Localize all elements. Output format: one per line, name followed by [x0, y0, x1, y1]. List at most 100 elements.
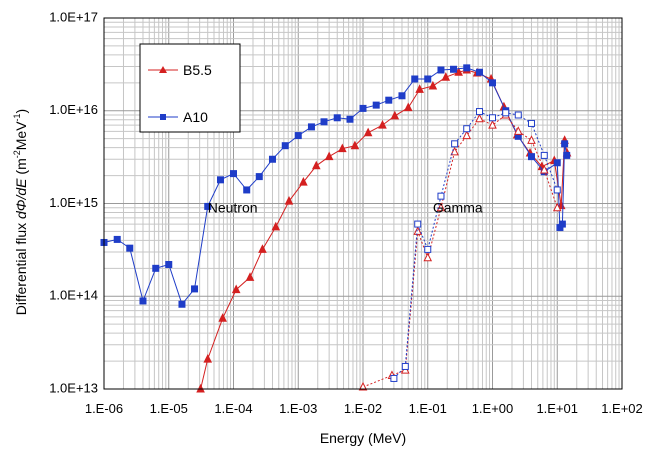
- plot-frame: [103, 17, 623, 390]
- data-point: [255, 173, 263, 181]
- data-point: [563, 151, 571, 159]
- data-point: [441, 72, 451, 81]
- data-point: [346, 115, 354, 123]
- data-point: [231, 284, 241, 294]
- data-point: [243, 186, 251, 194]
- data-point: [113, 235, 121, 243]
- data-point: [502, 109, 510, 117]
- data-point: [398, 92, 406, 100]
- data-point: [152, 264, 160, 272]
- x-tick-labels: 1.E-06 1.E-05 1.E-04 1.E-03 1.E-02 1.E-01 1.E+…: [85, 401, 643, 416]
- data-point: [359, 104, 367, 112]
- y-label-unit-close: ): [13, 109, 29, 114]
- data-point: [462, 130, 472, 140]
- data-point: [378, 119, 387, 129]
- y-tick-label: 1.0E+17: [49, 9, 98, 24]
- data-point: [527, 135, 536, 144]
- x-tick-label: 1.E+00: [472, 401, 514, 416]
- data-point: [561, 140, 569, 148]
- data-point: [191, 285, 199, 293]
- series-layer: [100, 64, 572, 393]
- x-tick-label: 1.E-06: [85, 401, 123, 416]
- data-point: [540, 151, 548, 159]
- data-point: [320, 118, 328, 126]
- data-point: [413, 226, 423, 235]
- data-point: [428, 80, 438, 90]
- data-point: [258, 244, 267, 253]
- data-point: [401, 362, 409, 370]
- data-point: [411, 75, 419, 83]
- data-point: [311, 160, 321, 170]
- data-point: [476, 108, 484, 116]
- legend-marker-a10: [160, 114, 166, 120]
- legend-label-b55: B5.5: [183, 62, 212, 78]
- data-point: [403, 102, 413, 112]
- data-point: [338, 143, 347, 153]
- y-label-sup2: -1: [12, 113, 22, 121]
- data-point: [463, 125, 471, 133]
- annotation-gamma: Gamma: [433, 199, 483, 215]
- data-point: [385, 96, 393, 104]
- data-point: [271, 221, 281, 231]
- series-gamma-A10: [390, 108, 561, 382]
- y-tick-labels: 1.0E+17 1.0E+16 1.0E+15 1.0E+14 1.0E+13: [49, 9, 98, 395]
- data-point: [553, 159, 561, 167]
- data-point: [436, 202, 446, 212]
- data-point: [299, 177, 308, 186]
- data-point: [217, 176, 225, 184]
- data-point: [230, 170, 237, 178]
- data-point: [350, 140, 360, 150]
- data-point: [203, 353, 213, 363]
- y-tick-label: 1.0E+15: [49, 195, 98, 210]
- x-tick-label: 1.E-03: [279, 401, 317, 416]
- y-label-italic: dΦ/dE: [13, 178, 29, 219]
- data-point: [358, 381, 368, 391]
- data-point: [268, 155, 276, 163]
- y-label-unit-open: (m: [13, 158, 29, 178]
- data-point: [284, 196, 294, 205]
- data-point: [476, 68, 484, 76]
- data-point: [414, 220, 422, 228]
- x-tick-label: 1.E-05: [150, 401, 188, 416]
- data-point: [558, 220, 566, 228]
- data-point: [245, 272, 255, 281]
- data-point: [527, 153, 535, 161]
- data-point: [372, 101, 380, 109]
- data-point: [527, 119, 535, 127]
- data-point: [463, 64, 471, 72]
- data-point: [513, 126, 523, 135]
- data-point: [451, 140, 459, 148]
- data-point: [333, 114, 341, 122]
- series-neutron-B55: [196, 64, 572, 393]
- data-point: [424, 75, 432, 83]
- data-point: [553, 186, 561, 194]
- x-tick-label: 1.E-02: [344, 401, 382, 416]
- y-label-unit-mid: MeV: [13, 121, 29, 150]
- y-label-sup1: -2: [12, 150, 22, 158]
- data-point: [324, 151, 334, 161]
- y-tick-label: 1.0E+14: [49, 288, 98, 303]
- y-tick-label: 1.0E+16: [49, 102, 98, 117]
- series-line: [103, 67, 568, 306]
- data-point: [204, 202, 212, 210]
- x-tick-label: 1.E+02: [601, 401, 643, 416]
- series-line: [393, 110, 558, 379]
- data-point: [450, 65, 458, 73]
- series-line: [200, 69, 568, 390]
- data-point: [552, 202, 562, 212]
- data-point: [218, 313, 227, 322]
- y-label-prefix: Differential flux: [13, 219, 29, 315]
- data-point: [437, 192, 445, 200]
- legend: B5.5 A10: [139, 43, 241, 133]
- data-point: [178, 300, 186, 308]
- y-tick-label: 1.0E+13: [49, 380, 98, 395]
- data-point: [281, 142, 289, 150]
- data-point: [423, 252, 433, 262]
- data-point: [488, 119, 497, 129]
- y-axis-label: Differential flux dΦ/dE (m-2MeV-1): [12, 109, 29, 315]
- data-point: [126, 244, 134, 252]
- data-point: [294, 132, 302, 140]
- data-point: [489, 79, 496, 87]
- data-point: [363, 127, 373, 137]
